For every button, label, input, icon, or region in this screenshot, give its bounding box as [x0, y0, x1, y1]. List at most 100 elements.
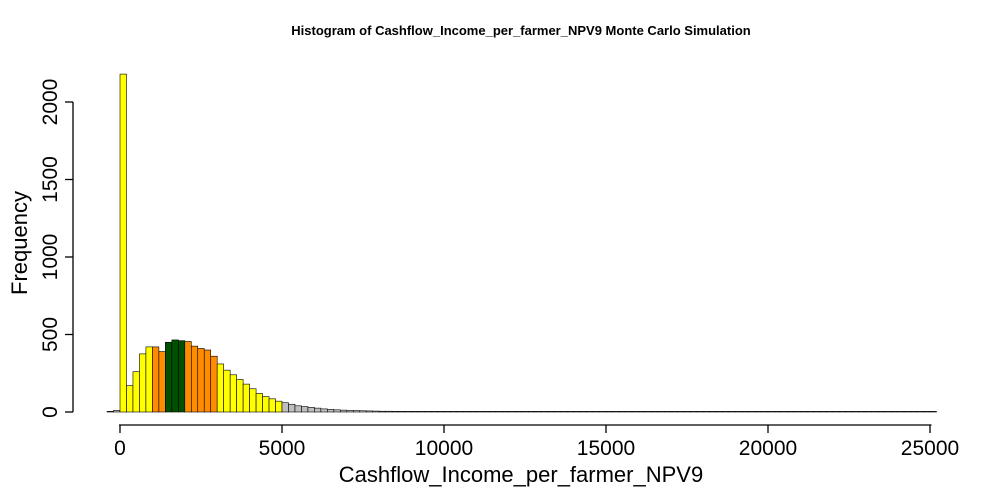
histogram-bar	[800, 411, 808, 413]
histogram-bar	[560, 411, 568, 413]
histogram-bar	[741, 411, 749, 413]
histogram-bar	[372, 410, 380, 413]
histogram-bar	[502, 411, 510, 413]
histogram-bar	[450, 411, 458, 413]
histogram-bar	[838, 411, 847, 413]
histogram-bar	[534, 411, 542, 413]
histogram-bar	[787, 411, 795, 413]
histogram-bar	[884, 411, 892, 413]
histogram-bar	[664, 411, 672, 413]
histogram-bar	[748, 411, 756, 413]
histogram-bar	[158, 351, 166, 413]
histogram-bar	[702, 411, 710, 413]
histogram-bar	[275, 400, 283, 413]
histogram-bar	[851, 411, 860, 413]
x-axis-label: Cashflow_Income_per_farmer_NPV9	[339, 462, 703, 487]
histogram-bar	[819, 411, 827, 413]
x-tick-label: 15000	[577, 437, 635, 460]
histogram-bar	[411, 411, 419, 413]
histogram-bar	[152, 346, 160, 413]
histogram-bar	[553, 411, 561, 413]
y-tick-label: 2000	[39, 79, 62, 126]
histogram-bar	[903, 411, 911, 413]
histogram-bar	[229, 374, 237, 413]
histogram-bar	[171, 339, 179, 413]
histogram-bar	[333, 409, 341, 413]
histogram-bar	[579, 411, 587, 413]
histogram-bar	[566, 411, 574, 413]
histogram-bar	[404, 411, 412, 413]
histogram-bar	[365, 410, 374, 413]
histogram-bar	[916, 411, 924, 413]
histogram-bar	[294, 405, 302, 413]
histogram-bar	[223, 369, 231, 413]
histogram-bar	[715, 411, 723, 413]
histogram-bar	[113, 410, 121, 413]
histogram-bar	[236, 379, 244, 413]
histogram-bar	[832, 411, 840, 413]
histogram-bar	[929, 411, 937, 413]
y-axis-label: Frequency	[7, 191, 32, 295]
histogram-bar	[612, 411, 620, 413]
histogram-bar	[670, 411, 678, 413]
histogram-bar	[249, 388, 257, 413]
x-tick-label: 5000	[259, 437, 306, 460]
y-tick-label: 1000	[39, 234, 62, 281]
x-axis: 0 5000 10000 15000 20000 25000	[114, 424, 959, 460]
histogram-bar	[728, 411, 736, 413]
histogram-bar	[262, 396, 270, 413]
histogram-bar	[586, 411, 594, 413]
y-tick-label: 0	[39, 406, 62, 418]
histogram-bar	[314, 407, 322, 413]
histogram-bar	[197, 348, 205, 413]
histogram-bar	[527, 411, 536, 413]
x-tick-label: 20000	[739, 437, 797, 460]
histogram-bar	[514, 411, 523, 413]
histogram-bar	[301, 406, 309, 413]
histogram-bar	[761, 411, 769, 413]
histogram-bar	[391, 411, 399, 413]
histogram-bar	[858, 411, 866, 413]
histogram-bar	[845, 411, 853, 413]
histogram-bar	[268, 398, 276, 413]
histogram-bar	[281, 402, 289, 413]
histogram-bar	[139, 353, 147, 413]
histogram-bar	[793, 411, 801, 413]
histogram-bar	[735, 411, 743, 413]
histogram-bar	[722, 411, 730, 413]
histogram-bar	[242, 383, 250, 413]
y-axis: 0 500 1000 1500 2000	[39, 79, 74, 418]
chart-title: Histogram of Cashflow_Income_per_farmer_…	[291, 23, 750, 38]
histogram-bar	[890, 411, 898, 413]
histogram-bar	[476, 411, 484, 413]
histogram-bar	[126, 385, 134, 413]
histogram-bar	[631, 411, 639, 413]
histogram-bar	[774, 411, 782, 413]
histogram-bar	[767, 411, 775, 413]
histogram-bar	[923, 411, 931, 413]
histogram-bar	[877, 411, 885, 413]
histogram-bar	[255, 393, 263, 413]
histogram-bar	[521, 411, 529, 413]
histogram-bar	[573, 411, 581, 413]
histogram-bar	[463, 411, 471, 413]
histogram-bar	[864, 411, 872, 413]
histogram-bar	[599, 411, 607, 413]
histogram-bar	[340, 409, 348, 413]
histogram-bar	[210, 355, 218, 413]
histogram-bar	[352, 410, 361, 413]
histogram-bar	[813, 411, 821, 413]
histogram-bar	[638, 411, 646, 413]
histogram-bar	[897, 411, 905, 413]
histogram-bar	[469, 411, 477, 413]
histogram-bar	[424, 411, 432, 413]
histogram-bar	[165, 341, 173, 413]
histogram-bar	[132, 371, 140, 413]
histogram-bar	[657, 411, 665, 413]
histogram-bar	[780, 411, 788, 413]
histogram-bar	[359, 410, 367, 413]
histogram-bar	[683, 411, 691, 413]
histogram-bar	[203, 349, 212, 413]
histogram-bar	[754, 411, 762, 413]
